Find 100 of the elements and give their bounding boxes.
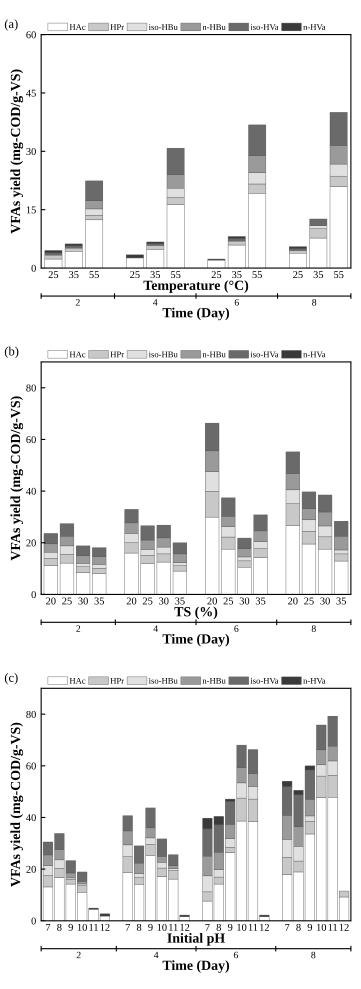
x-tick-label: 20 [126,597,136,604]
x-tick-label: 55 [171,271,180,278]
legend-label: HPr [110,352,124,358]
x-tick-label: 35 [175,597,185,604]
y-tick-label: 0 [31,591,36,598]
x-tick-label: 12 [180,924,190,931]
text: 2 [76,625,80,632]
x-tick-label: 30 [159,597,169,604]
legend-label: iso-HBu [148,352,178,358]
bar [228,244,246,268]
text: 2 [76,299,80,306]
x-tick-label: 8 [296,924,301,931]
x-tick-label: 55 [90,271,99,278]
y-tick-label: 80 [26,710,36,718]
x-tick-label: 20 [207,597,217,604]
y-tick-label: 15 [26,206,36,214]
x-tick-label: 8 [216,924,222,931]
chart-title: (c) [4,673,18,684]
x-axis-title: Initial pH [167,932,225,946]
x-tick-label: 35 [336,597,346,604]
x-tick-label: 35 [314,271,324,278]
x-tick-label: 25 [304,597,314,604]
y-tick-label: 60 [26,436,36,444]
y-axis-title: VFAs yield (mg-COD/g-VS) [10,70,24,234]
y-tick-label: 20 [26,866,36,873]
bar [44,252,62,256]
x-tick-label: 55 [252,271,262,278]
x-tick-label: 9 [308,924,312,931]
legend-label: n-HVa [303,352,326,358]
y-tick-label: 40 [26,814,36,822]
text: 6 [234,625,238,632]
x-tick-label: 9 [148,924,153,931]
legend-label: HAc [70,24,86,30]
x-tick-label: 7 [126,924,130,931]
text: Time (Day) [162,960,230,973]
x-tick-label: 30 [320,597,330,604]
y-tick-label: 0 [31,264,36,272]
legend-label: HAc [70,678,86,684]
x-tick-label: 7 [46,924,50,931]
x-tick-label: 35 [256,597,266,604]
x-tick-label: 25 [212,271,222,278]
x-tick-label: 25 [293,271,303,278]
legend-label: n-HVa [303,678,326,684]
x-tick-label: 30 [78,597,88,604]
text: 2 [76,952,81,958]
text: 4 [153,625,158,632]
x-tick-label: 25 [130,271,140,278]
y-tick-label: 20 [26,539,36,546]
x-tick-label: 9 [68,924,73,931]
x-tick-label: 7 [205,924,210,931]
chart-title: (a) [4,19,18,31]
legend-label: iso-HVa [250,352,278,358]
text: 8 [312,299,316,306]
legend-label: iso-HVa [250,678,278,684]
bar [289,253,307,268]
x-tick-label: 12 [260,924,269,931]
legend-label: n-HVa [303,24,326,30]
x-tick-label: 35 [94,597,104,604]
x-tick-label: 35 [150,271,160,278]
legend-label: HPr [110,678,124,684]
x-tick-label: 10 [316,924,326,931]
y-tick-label: 60 [26,31,36,38]
x-tick-label: 10 [158,924,167,931]
x-tick-label: 11 [89,924,98,931]
x-tick-label: 8 [57,924,62,931]
chart-title: (b) [4,346,18,358]
legend-label: n-HBu [202,352,226,358]
legend-label: n-HBu [202,24,226,30]
legend-label: n-HBu [202,678,226,684]
legend-label: iso-HBu [148,678,178,684]
bar [126,258,144,268]
x-tick-label: 10 [78,924,87,931]
x-tick-label: 10 [237,924,246,931]
x-tick-label: 20 [46,597,56,604]
text: 8 [311,952,316,958]
x-tick-label: 12 [100,924,110,931]
y-tick-label: 80 [26,384,36,392]
legend-label: HAc [70,352,86,358]
y-tick-label: 0 [31,917,36,924]
x-tick-label: 25 [48,271,58,278]
y-axis-title: VFAs yield (mg-COD/g-VS) [10,396,24,560]
legend-label: HPr [110,24,124,30]
bar [64,251,83,268]
text: 6 [234,952,238,958]
x-tick-label: 55 [334,271,344,278]
x-tick-label: 20 [288,597,298,604]
x-tick-label: 7 [285,924,290,931]
x-tick-label: 11 [169,924,178,931]
x-tick-label: 11 [248,924,258,931]
x-tick-label: 8 [136,924,142,931]
bar [85,220,104,268]
text: Time (Day) [162,308,230,320]
x-axis-title: TS (%) [174,606,218,620]
y-tick-label: 40 [26,488,36,495]
bar [44,250,62,254]
legend-label: iso-HVa [250,24,278,30]
bar [309,218,328,226]
x-axis-title: Temperature (°C) [144,280,248,293]
x-tick-label: 9 [228,924,232,931]
x-tick-label: 25 [62,597,72,604]
